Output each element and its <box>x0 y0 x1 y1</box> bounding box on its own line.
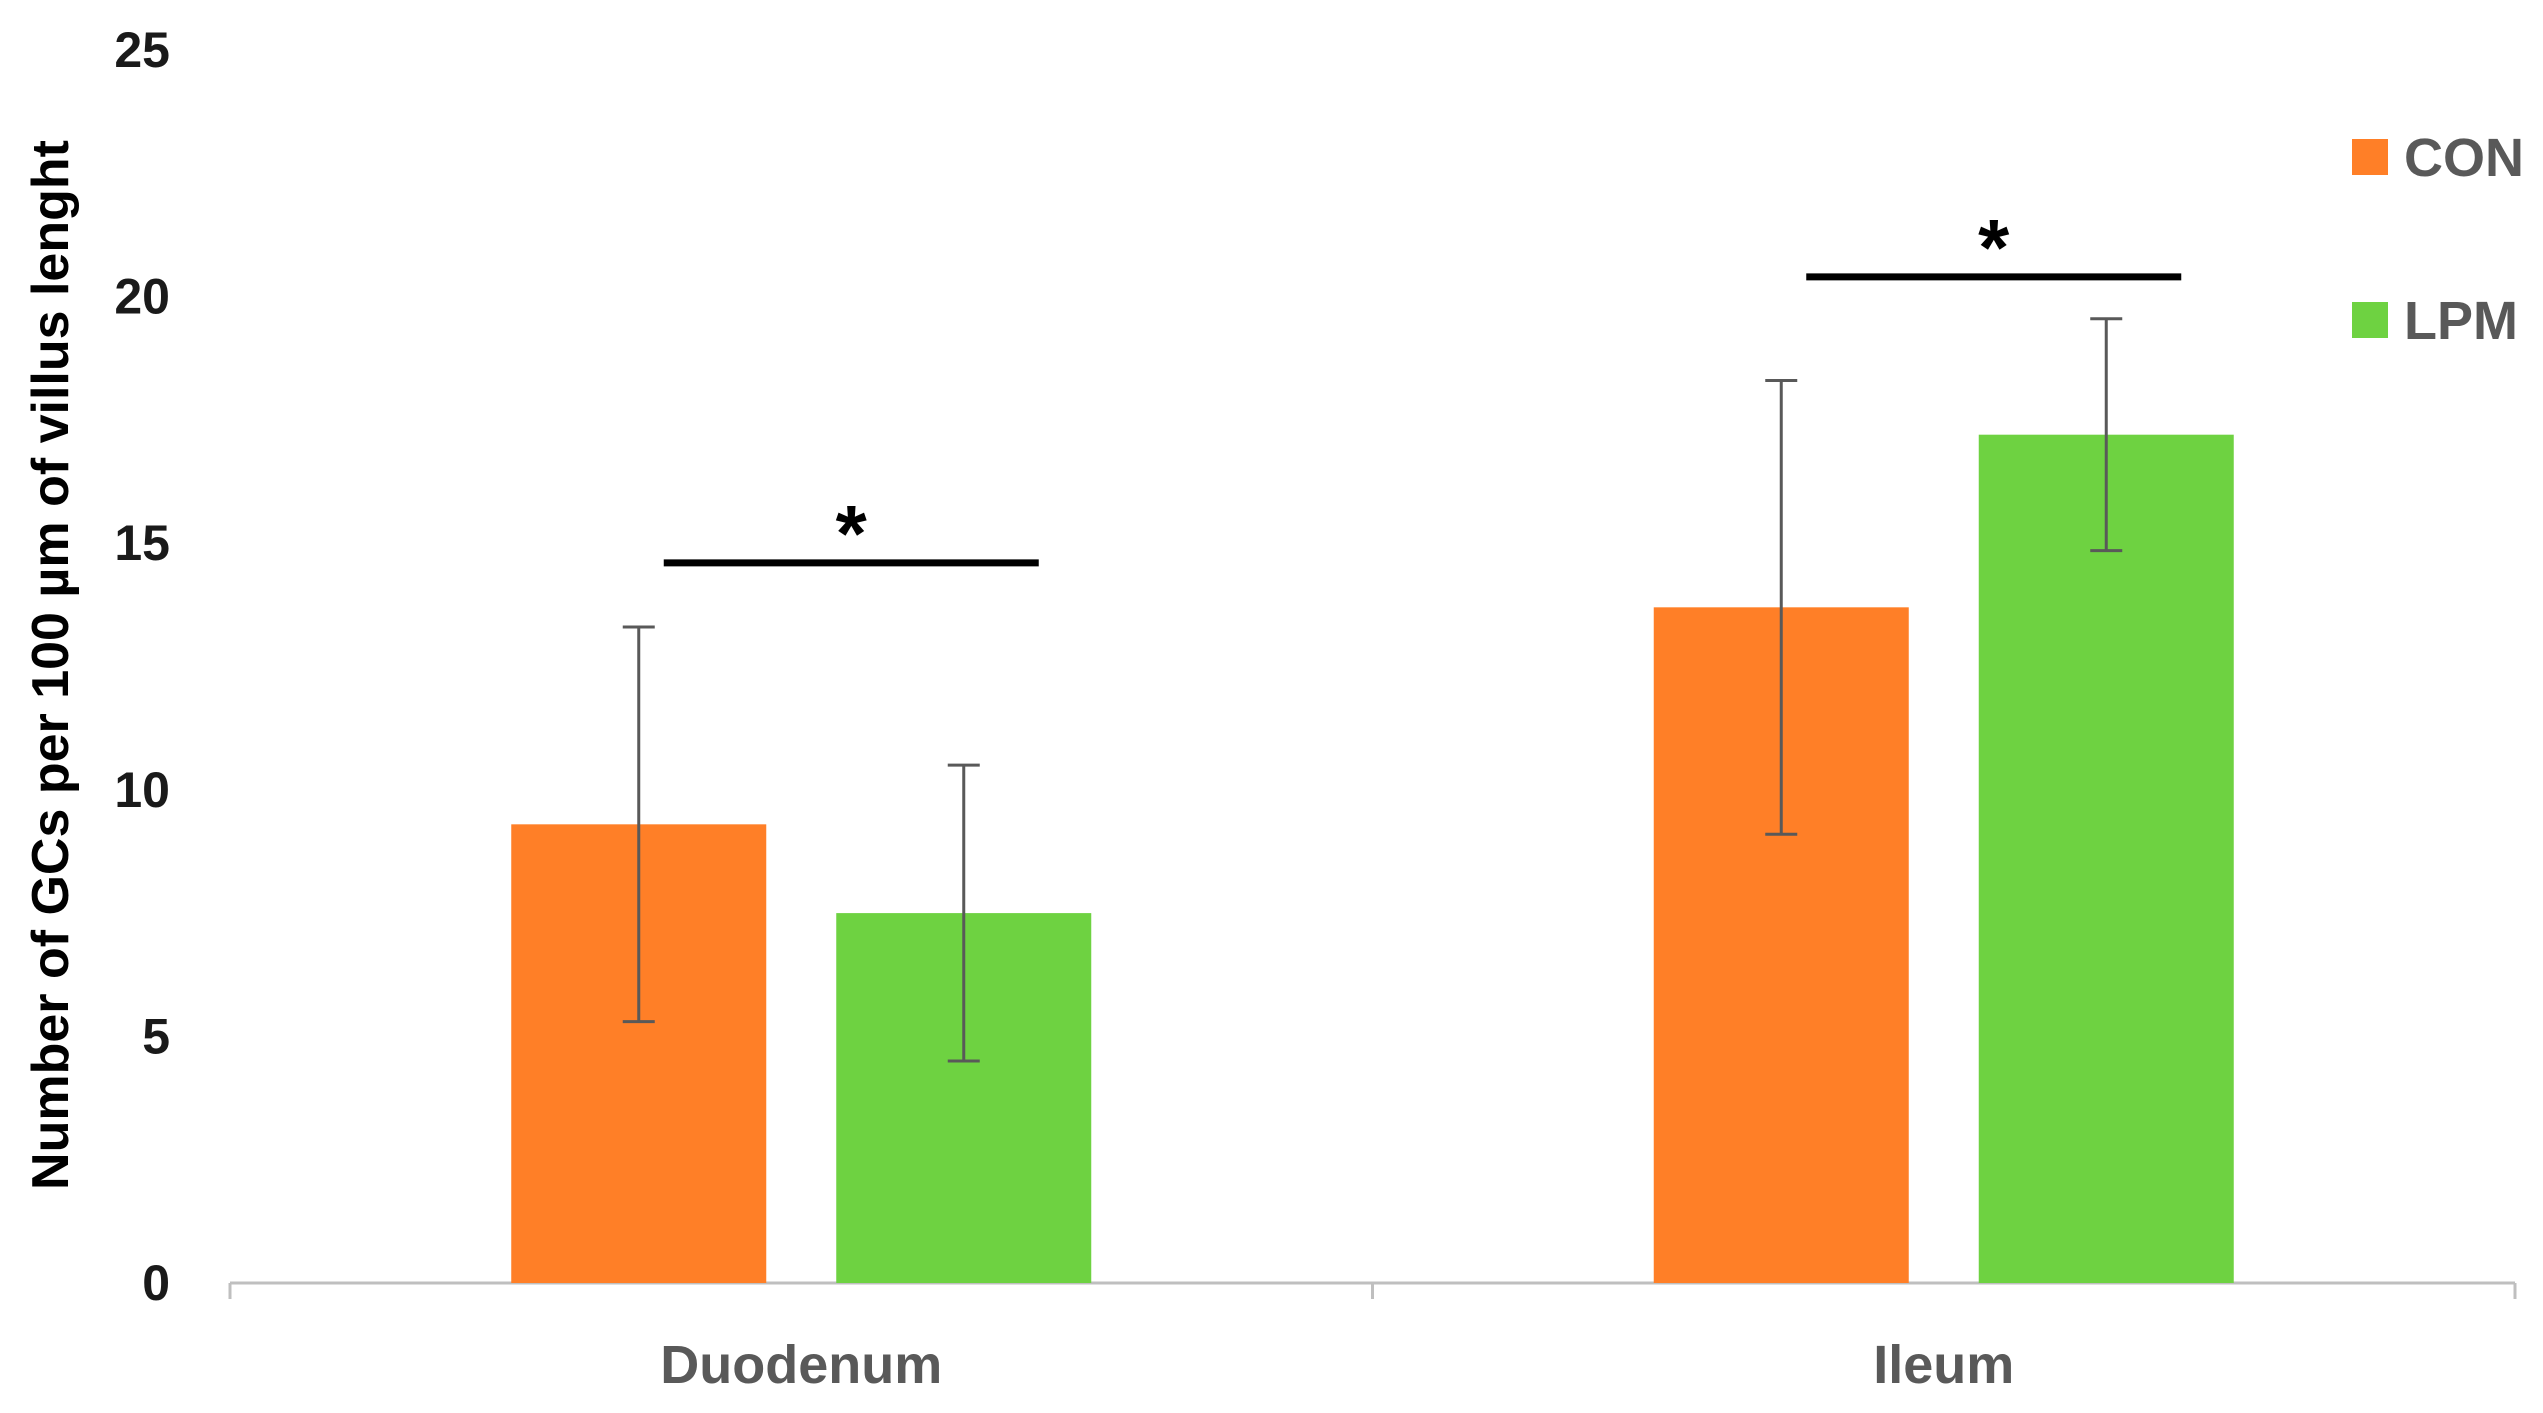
significance-asterisk: * <box>836 489 868 578</box>
significance-asterisk: * <box>1978 203 2010 292</box>
error-bar-lpm-ileum <box>2090 317 2123 553</box>
legend-item-con: CON <box>2352 128 2524 188</box>
error-bar-con-ileum <box>1765 378 1798 836</box>
x-tick-label-ileum: Ileum <box>1873 1335 2014 1395</box>
legend-item-lpm: LPM <box>2352 291 2518 351</box>
y-tick-label: 10 <box>114 762 170 818</box>
legend-swatch <box>2352 139 2388 175</box>
y-tick-label: 20 <box>114 269 170 325</box>
error-bar-lpm-duodenum <box>947 763 980 1063</box>
legend-label: CON <box>2404 128 2524 188</box>
x-tick-label-duodenum: Duodenum <box>660 1335 942 1395</box>
y-tick-label: 5 <box>142 1008 170 1064</box>
y-axis-label: Number of GCs per 100 µm of villus lengh… <box>22 140 80 1190</box>
error-bar-con-duodenum <box>622 625 655 1024</box>
y-tick-label: 0 <box>142 1255 170 1311</box>
y-tick-label: 25 <box>114 22 170 78</box>
y-tick-label: 15 <box>114 515 170 571</box>
bar-lpm-ileum <box>1978 434 2234 1283</box>
legend-swatch <box>2352 302 2388 338</box>
legend-label: LPM <box>2404 291 2518 351</box>
